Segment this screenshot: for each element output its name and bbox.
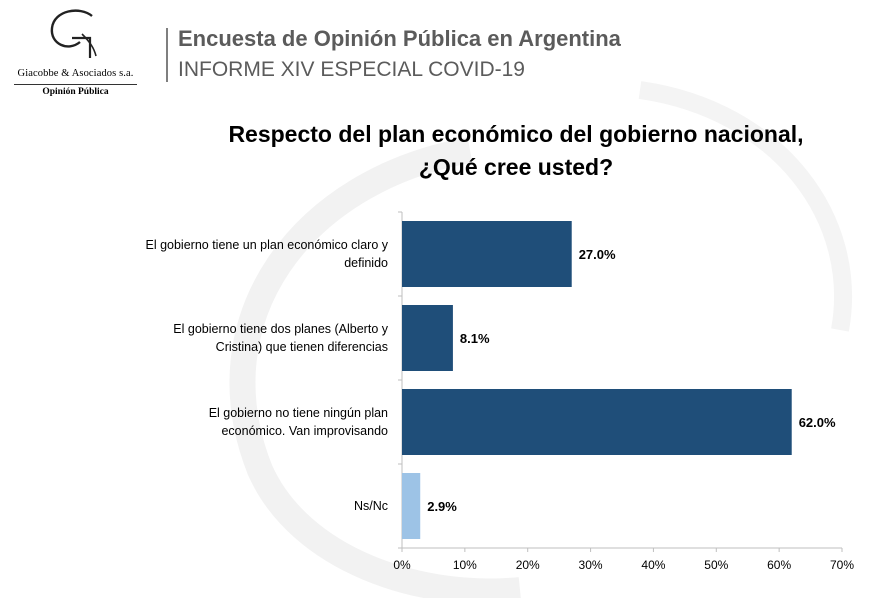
report-title: Encuesta de Opinión Pública en Argentina — [178, 26, 621, 51]
x-tick-label: 50% — [704, 558, 728, 572]
category-label: El gobierno tiene un plan económico clar… — [145, 238, 388, 252]
bar — [402, 305, 453, 371]
data-label: 62.0% — [799, 415, 836, 430]
x-tick-label: 10% — [453, 558, 477, 572]
bar — [402, 473, 421, 539]
data-label: 2.9% — [427, 499, 457, 514]
logo-g-mark-icon — [50, 9, 97, 58]
x-tick-label: 70% — [830, 558, 854, 572]
logo-company-name: Giacobbe & Asociados s.a. — [17, 68, 134, 79]
category-label: Ns/Nc — [354, 499, 388, 513]
bar — [402, 389, 792, 455]
report-subtitle: INFORME XIV ESPECIAL COVID-19 — [178, 58, 525, 81]
chart-title: Respecto del plan económico del gobierno… — [180, 118, 852, 184]
x-tick-label: 40% — [641, 558, 665, 572]
company-logo: Giacobbe & Asociados s.a. Opinión Públic… — [8, 8, 143, 103]
header-divider — [166, 28, 168, 82]
chart-title-line-1: Respecto del plan económico del gobierno… — [228, 121, 804, 147]
category-label: El gobierno tiene dos planes (Alberto y — [173, 322, 388, 336]
chart-title-line-2: ¿Qué cree usted? — [418, 154, 614, 180]
category-label: económico. Van improvisando — [221, 424, 388, 438]
bar — [402, 221, 572, 287]
logo-division: Opinión Pública — [42, 87, 109, 97]
logo-divider — [14, 84, 137, 85]
category-label: El gobierno no tiene ningún plan — [209, 406, 388, 420]
x-tick-label: 20% — [516, 558, 540, 572]
x-tick-label: 60% — [767, 558, 791, 572]
category-label: definido — [344, 256, 388, 270]
category-label: Cristina) que tienen diferencias — [216, 340, 388, 354]
data-label: 8.1% — [460, 331, 490, 346]
data-label: 27.0% — [579, 247, 616, 262]
x-tick-label: 0% — [393, 558, 411, 572]
x-tick-label: 30% — [579, 558, 603, 572]
